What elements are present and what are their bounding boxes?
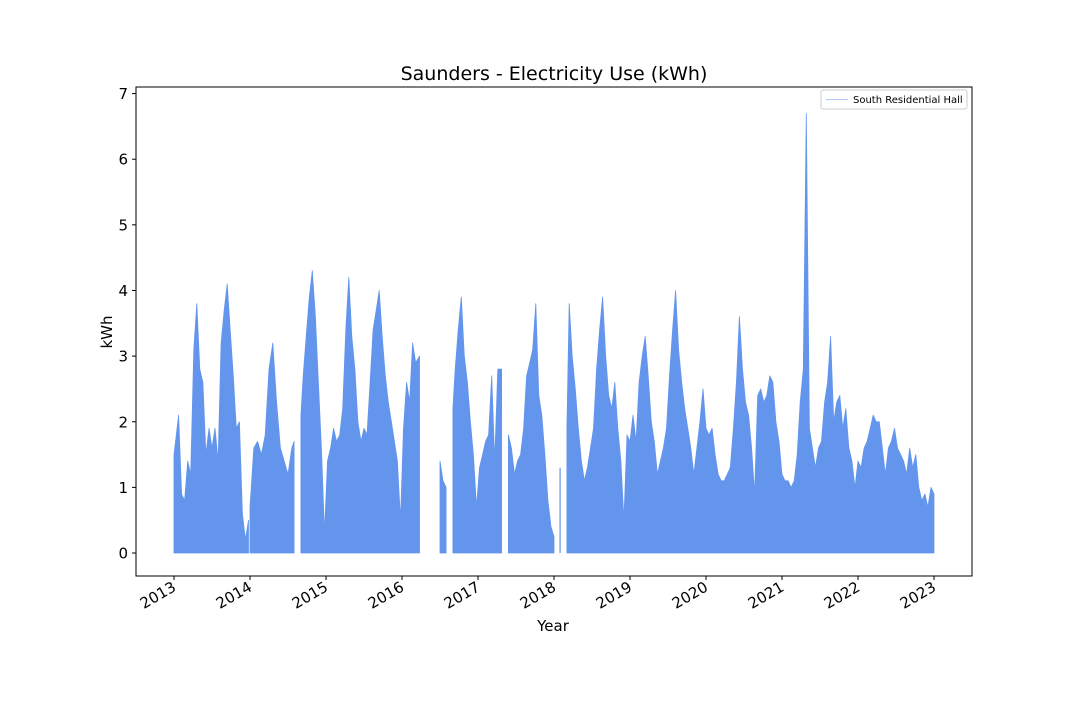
y-axis-label: kWh <box>98 315 116 348</box>
series-segment-7 <box>566 112 935 554</box>
series-segment-4 <box>452 296 502 554</box>
series-segment-3 <box>439 460 447 554</box>
series-segment-0 <box>173 283 249 554</box>
y-tick-label: 3 <box>118 348 128 366</box>
y-axis: 0 1 2 3 4 5 6 7 <box>118 85 136 563</box>
legend-box <box>820 89 968 110</box>
legend: South Residential Hall <box>820 89 968 110</box>
y-tick-label: 4 <box>118 282 128 300</box>
y-tick-label: 0 <box>118 545 128 563</box>
y-tick-label: 5 <box>118 216 128 234</box>
y-tick-label: 1 <box>118 479 128 497</box>
series-segment-2 <box>300 270 420 554</box>
series-segment-5 <box>508 303 555 554</box>
series-layer <box>173 112 935 554</box>
y-tick-label: 2 <box>118 413 128 431</box>
series-segment-1 <box>249 342 295 554</box>
x-axis-label: Year <box>536 617 570 635</box>
legend-label: South Residential Hall <box>853 95 963 106</box>
y-tick-label: 7 <box>118 85 128 103</box>
chart-title: Saunders - Electricity Use (kWh) <box>401 63 708 85</box>
y-tick-label: 6 <box>118 151 128 169</box>
